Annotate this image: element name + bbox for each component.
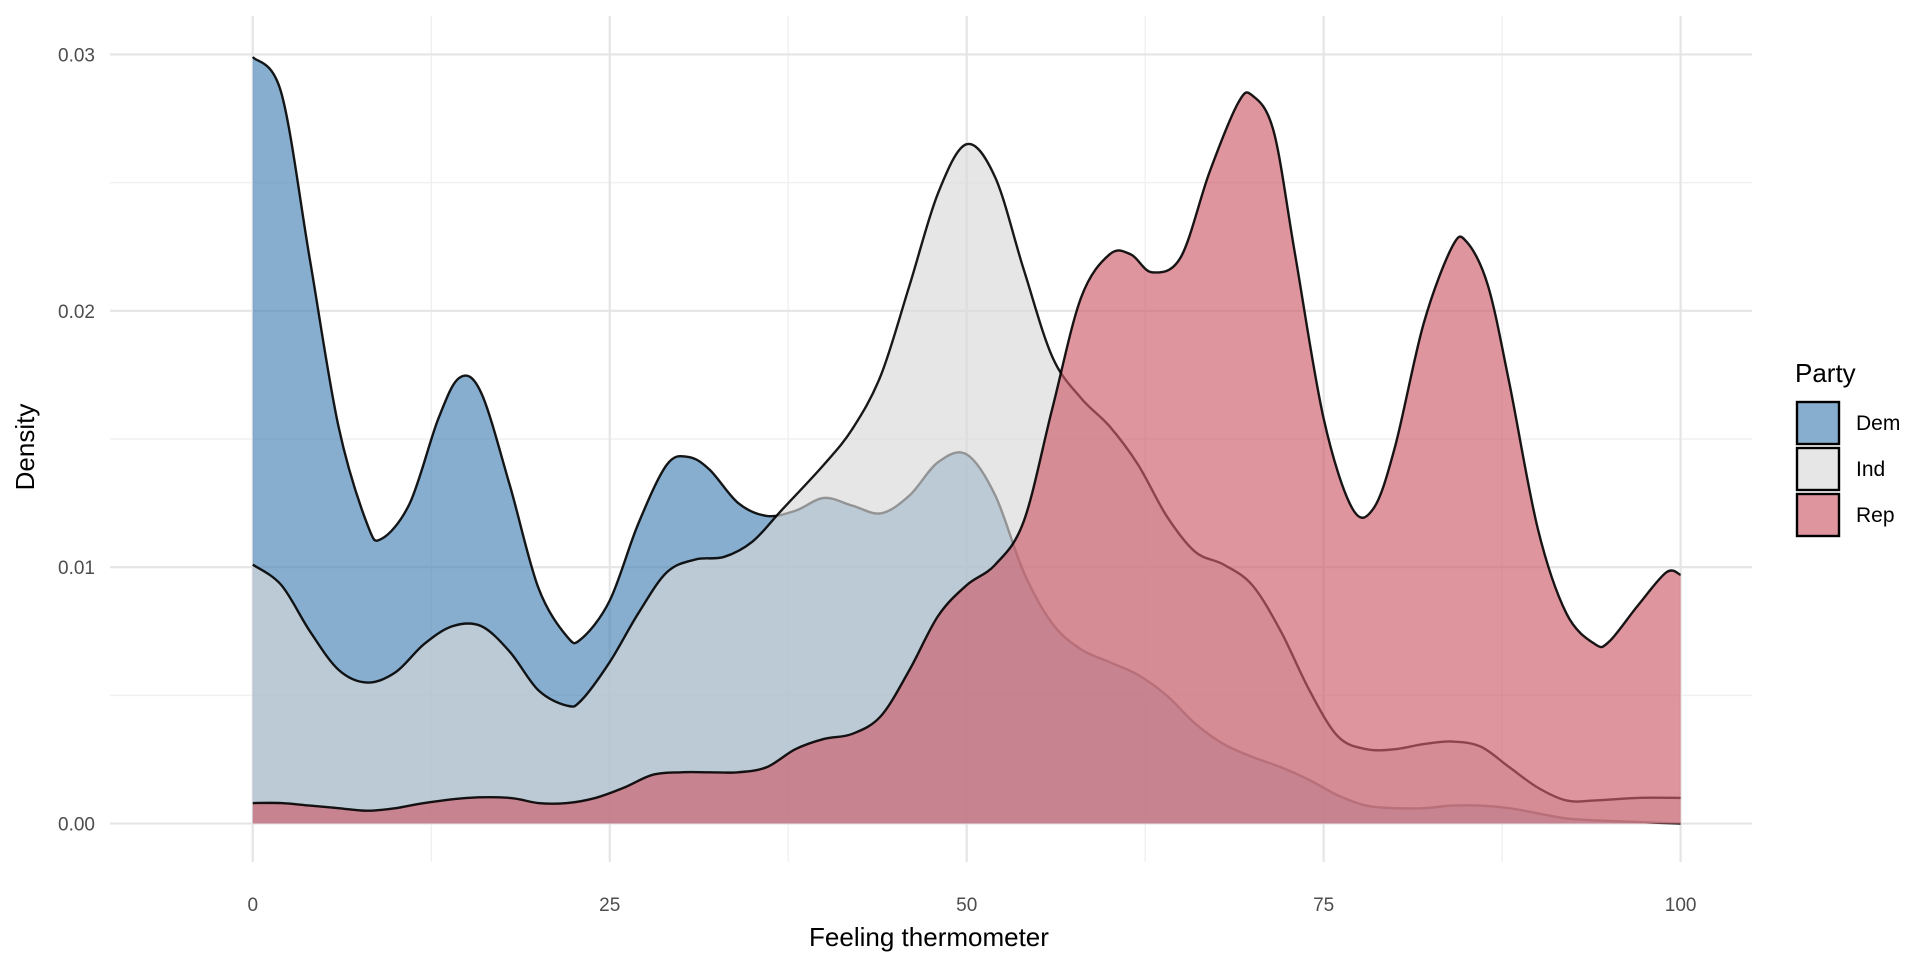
x-tick-label: 100 xyxy=(1665,895,1697,916)
legend-title: Party xyxy=(1795,358,1856,388)
legend-items: Dem Ind Rep xyxy=(1795,400,1900,538)
y-tick-label: 0.01 xyxy=(58,558,95,579)
legend: Party Dem Ind Rep xyxy=(1795,358,1900,538)
y-tick-label: 0.03 xyxy=(58,45,95,66)
density-area-ind xyxy=(252,143,1681,824)
y-axis-title: Density xyxy=(10,404,40,491)
legend-label-dem: Dem xyxy=(1856,412,1900,435)
x-tick-label: 75 xyxy=(1313,895,1334,916)
density-areas xyxy=(251,56,1682,825)
x-tick-label: 0 xyxy=(247,895,258,916)
legend-label-rep: Rep xyxy=(1856,504,1895,527)
y-tick-label: 0.02 xyxy=(58,302,95,323)
legend-label-ind: Ind xyxy=(1856,458,1885,481)
axis-ticks: 0 25 50 75 100 0.00 0.01 0.02 0.03 xyxy=(58,45,1696,916)
density-line-rep xyxy=(252,91,1682,812)
legend-item-dem: Dem xyxy=(1795,400,1900,446)
x-tick-label: 25 xyxy=(599,895,620,916)
legend-swatch-ind xyxy=(1795,446,1841,492)
density-area-rep xyxy=(252,92,1681,824)
legend-item-rep: Rep xyxy=(1795,492,1895,538)
legend-item-ind: Ind xyxy=(1795,446,1885,492)
y-tick-label: 0.00 xyxy=(58,815,95,836)
x-axis-title: Feeling thermometer xyxy=(809,922,1049,952)
x-tick-label: 50 xyxy=(956,895,977,916)
legend-swatch-dem xyxy=(1795,400,1841,446)
legend-swatch-rep xyxy=(1795,492,1841,538)
density-area-dem xyxy=(252,57,1681,824)
